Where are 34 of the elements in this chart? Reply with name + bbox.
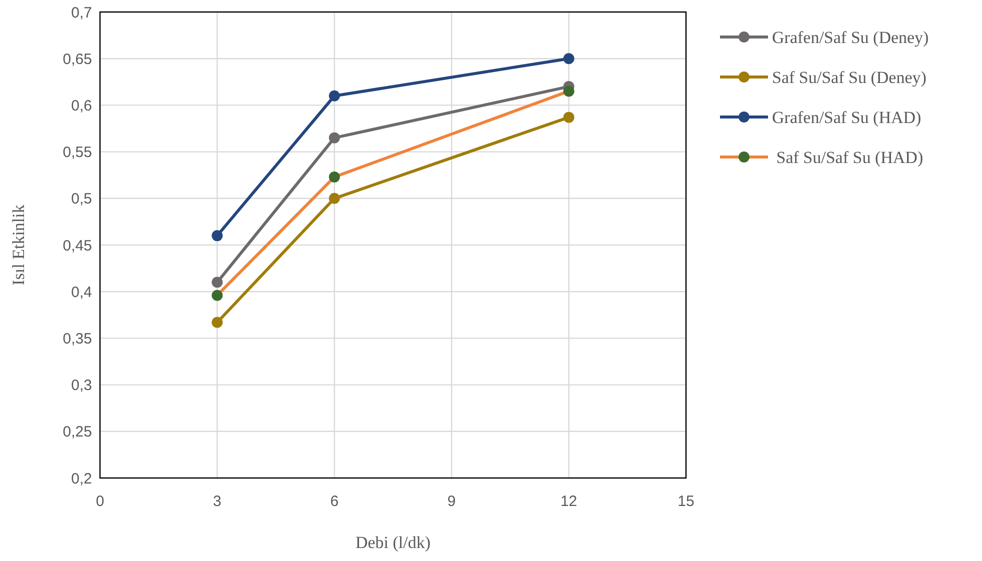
y-tick-label: 0,2 [71, 470, 92, 488]
y-tick-label: 0,35 [62, 330, 92, 348]
x-tick-label: 6 [330, 493, 339, 510]
legend-label: Grafen/Saf Su (HAD) [772, 108, 922, 127]
point [212, 290, 223, 301]
point [328, 192, 340, 204]
point [563, 112, 574, 123]
y-tick-label: 0,45 [62, 237, 92, 254]
point [328, 90, 340, 102]
point [563, 53, 574, 64]
x-axis-title: Debi (l/dk) [355, 533, 431, 552]
x-tick-label: 15 [678, 493, 694, 510]
y-tick-label: 0,65 [62, 50, 92, 68]
y-tick-label: 0,4 [71, 284, 92, 301]
point [212, 276, 223, 288]
y-tick-label: 0,6 [71, 97, 92, 114]
point [563, 86, 574, 97]
point [328, 132, 340, 144]
point [328, 171, 340, 182]
point [212, 230, 223, 242]
x-tick-label: 12 [560, 493, 578, 510]
x-tick-label: 3 [213, 493, 222, 510]
legend-label: Grafen/Saf Su (Deney) [772, 28, 929, 47]
legend-label: Saf Su/Saf Su (HAD) [772, 148, 924, 167]
x-tick-label: 0 [96, 493, 104, 510]
legend-label: Saf Su/Saf Su (Deney) [772, 68, 926, 87]
y-tick-label: 0,25 [62, 424, 92, 441]
y-tick-label: 0,55 [62, 144, 92, 162]
y-tick-label: 0,7 [71, 4, 92, 22]
x-tick-label: 9 [447, 493, 456, 510]
point [212, 316, 223, 328]
y-axis-title: Isıl Etkinlik [9, 204, 28, 286]
y-tick-label: 0,5 [71, 190, 92, 208]
y-tick-label: 0,3 [71, 377, 92, 394]
